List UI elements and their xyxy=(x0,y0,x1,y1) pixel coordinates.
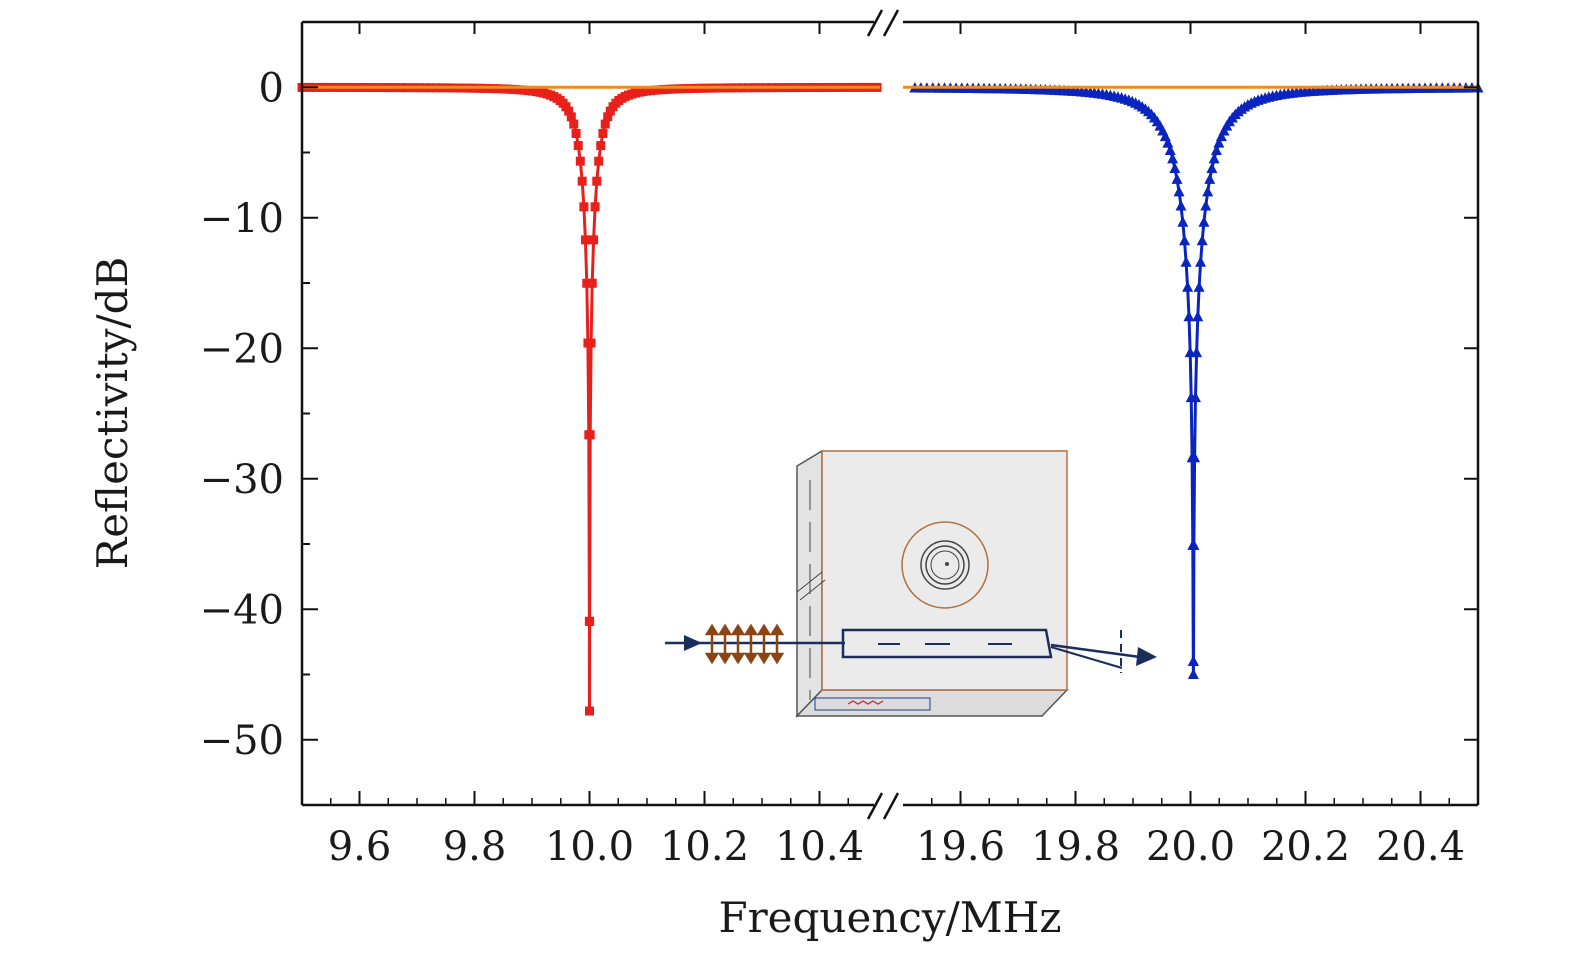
series-1-point xyxy=(1183,310,1195,322)
x-tick-label: 20.2 xyxy=(1261,824,1350,870)
series-0-point xyxy=(598,128,608,138)
series-0-point xyxy=(585,616,595,626)
series-0-point xyxy=(667,84,677,94)
series-0-point xyxy=(569,119,579,129)
x-tick-label: 19.6 xyxy=(916,824,1005,870)
y-axis-label: Reflectivity/dB xyxy=(88,257,137,570)
series-1-point xyxy=(1182,281,1194,292)
series-0-point xyxy=(575,156,585,166)
series-0-point xyxy=(594,156,604,166)
series-0-point xyxy=(493,84,503,94)
y-tick-label: −50 xyxy=(200,718,284,764)
series-0-point xyxy=(577,176,587,186)
series-1-point xyxy=(1191,346,1203,358)
x-tick-label: 10.2 xyxy=(660,824,749,870)
y-tick-label: 0 xyxy=(259,65,284,111)
series-1-point xyxy=(1196,234,1208,246)
series-1-point xyxy=(1162,137,1174,148)
series-0-point xyxy=(566,112,576,122)
series-0-point xyxy=(571,128,581,138)
series-0-point xyxy=(580,235,590,245)
series-1-point xyxy=(1175,200,1187,211)
series-1-point xyxy=(1167,152,1179,164)
series-1-point xyxy=(1210,144,1222,155)
series-1-point xyxy=(1213,137,1225,148)
series-0-point xyxy=(596,141,606,151)
series-0-point xyxy=(587,278,597,288)
series-1-point xyxy=(1206,162,1218,173)
y-tick-label: −20 xyxy=(200,326,284,372)
series-0-point xyxy=(564,106,574,116)
ticks-layer: 0 −10 −20 −30 −40 −50 9.6 9.8 10.0 10.2 10.4 19.6 19… xyxy=(200,22,1478,870)
series-1-point xyxy=(1188,539,1200,550)
series-1-point xyxy=(1187,655,1199,666)
x-tick-label: 9.8 xyxy=(443,824,507,870)
y-tick-label: −30 xyxy=(200,457,284,503)
series-0-point xyxy=(600,119,610,129)
series-1-point xyxy=(1177,216,1189,227)
series-0-point xyxy=(585,706,594,716)
series-0-point xyxy=(586,338,596,348)
series-0-point xyxy=(498,84,508,94)
axis-break-marks xyxy=(866,9,900,820)
x-axis-label: Frequency/MHz xyxy=(718,893,1061,942)
y-tick-label: −40 xyxy=(200,587,284,633)
series-0-point xyxy=(589,235,599,245)
series-1-point xyxy=(1195,256,1207,267)
series-1-point xyxy=(1198,216,1210,227)
series-1-point xyxy=(1200,200,1212,211)
series-layer xyxy=(297,82,1484,716)
series-1-point xyxy=(1190,391,1202,403)
series-1-point xyxy=(1193,281,1205,292)
series-1-point xyxy=(1189,451,1201,463)
series-0-point xyxy=(582,278,592,288)
series-0-point xyxy=(573,141,583,151)
x-tick-label: 20.4 xyxy=(1376,824,1465,870)
x-tick-label: 10.0 xyxy=(545,824,634,870)
x-tick-label: 10.4 xyxy=(775,824,864,870)
series-1-point xyxy=(1187,668,1199,679)
series-0-point xyxy=(676,84,686,94)
series-1-point xyxy=(1171,173,1183,184)
series-0-point xyxy=(603,112,613,122)
series-1-point xyxy=(1169,162,1181,173)
series-0-point xyxy=(590,202,600,212)
y-tick-label: −10 xyxy=(200,196,284,242)
series-1-point xyxy=(1192,310,1204,322)
series-1-point xyxy=(1215,130,1227,142)
x-tick-label: 19.8 xyxy=(1031,824,1120,870)
series-1-point xyxy=(1180,256,1192,267)
series-1-point xyxy=(1204,173,1216,184)
series-0-point xyxy=(585,430,595,440)
x-tick-label: 20.0 xyxy=(1146,824,1235,870)
series-0-point xyxy=(592,176,602,186)
device-inset-illustration xyxy=(665,449,1157,718)
series-1-point xyxy=(1179,234,1191,246)
series-0-point xyxy=(671,84,681,94)
series-1-point xyxy=(1202,185,1214,197)
series-1-point xyxy=(1164,144,1176,155)
series-0-point xyxy=(579,202,589,212)
x-tick-label: 9.6 xyxy=(328,824,392,870)
series-1-point xyxy=(1173,185,1185,197)
series-1-point xyxy=(1208,152,1220,164)
